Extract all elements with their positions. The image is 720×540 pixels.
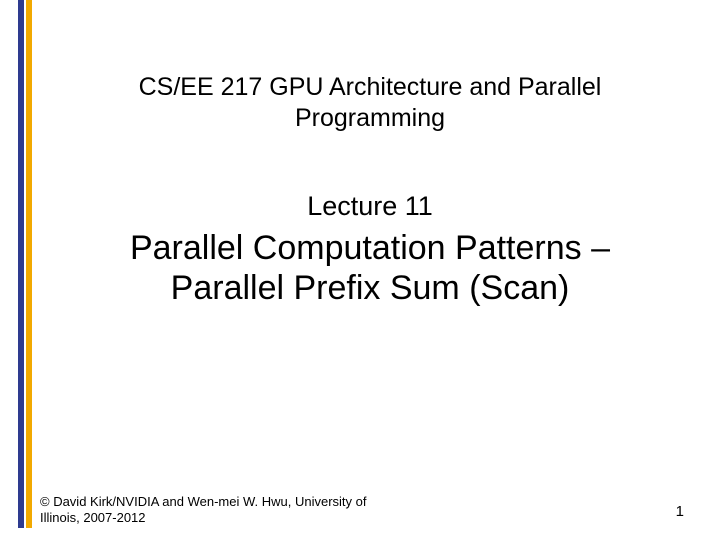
- footer: © David Kirk/NVIDIA and Wen-mei W. Hwu, …: [40, 494, 700, 527]
- lecture-title: Parallel Computation Patterns – Parallel…: [40, 228, 700, 310]
- lecture-title-line2: Parallel Prefix Sum (Scan): [171, 269, 570, 307]
- slide-content: CS/EE 217 GPU Architecture and Parallel …: [40, 0, 700, 540]
- lecture-title-line1: Parallel Computation Patterns –: [130, 229, 610, 267]
- accent-stripe-gold: [26, 0, 32, 528]
- course-title: CS/EE 217 GPU Architecture and Parallel …: [40, 72, 700, 135]
- course-title-line1: CS/EE 217 GPU Architecture and Parallel: [139, 73, 602, 101]
- page-number: 1: [676, 503, 684, 520]
- copyright-text: © David Kirk/NVIDIA and Wen-mei W. Hwu, …: [40, 494, 400, 527]
- accent-stripe-navy: [18, 0, 24, 528]
- lecture-number: Lecture 11: [40, 191, 700, 222]
- course-title-line2: Programming: [295, 104, 445, 132]
